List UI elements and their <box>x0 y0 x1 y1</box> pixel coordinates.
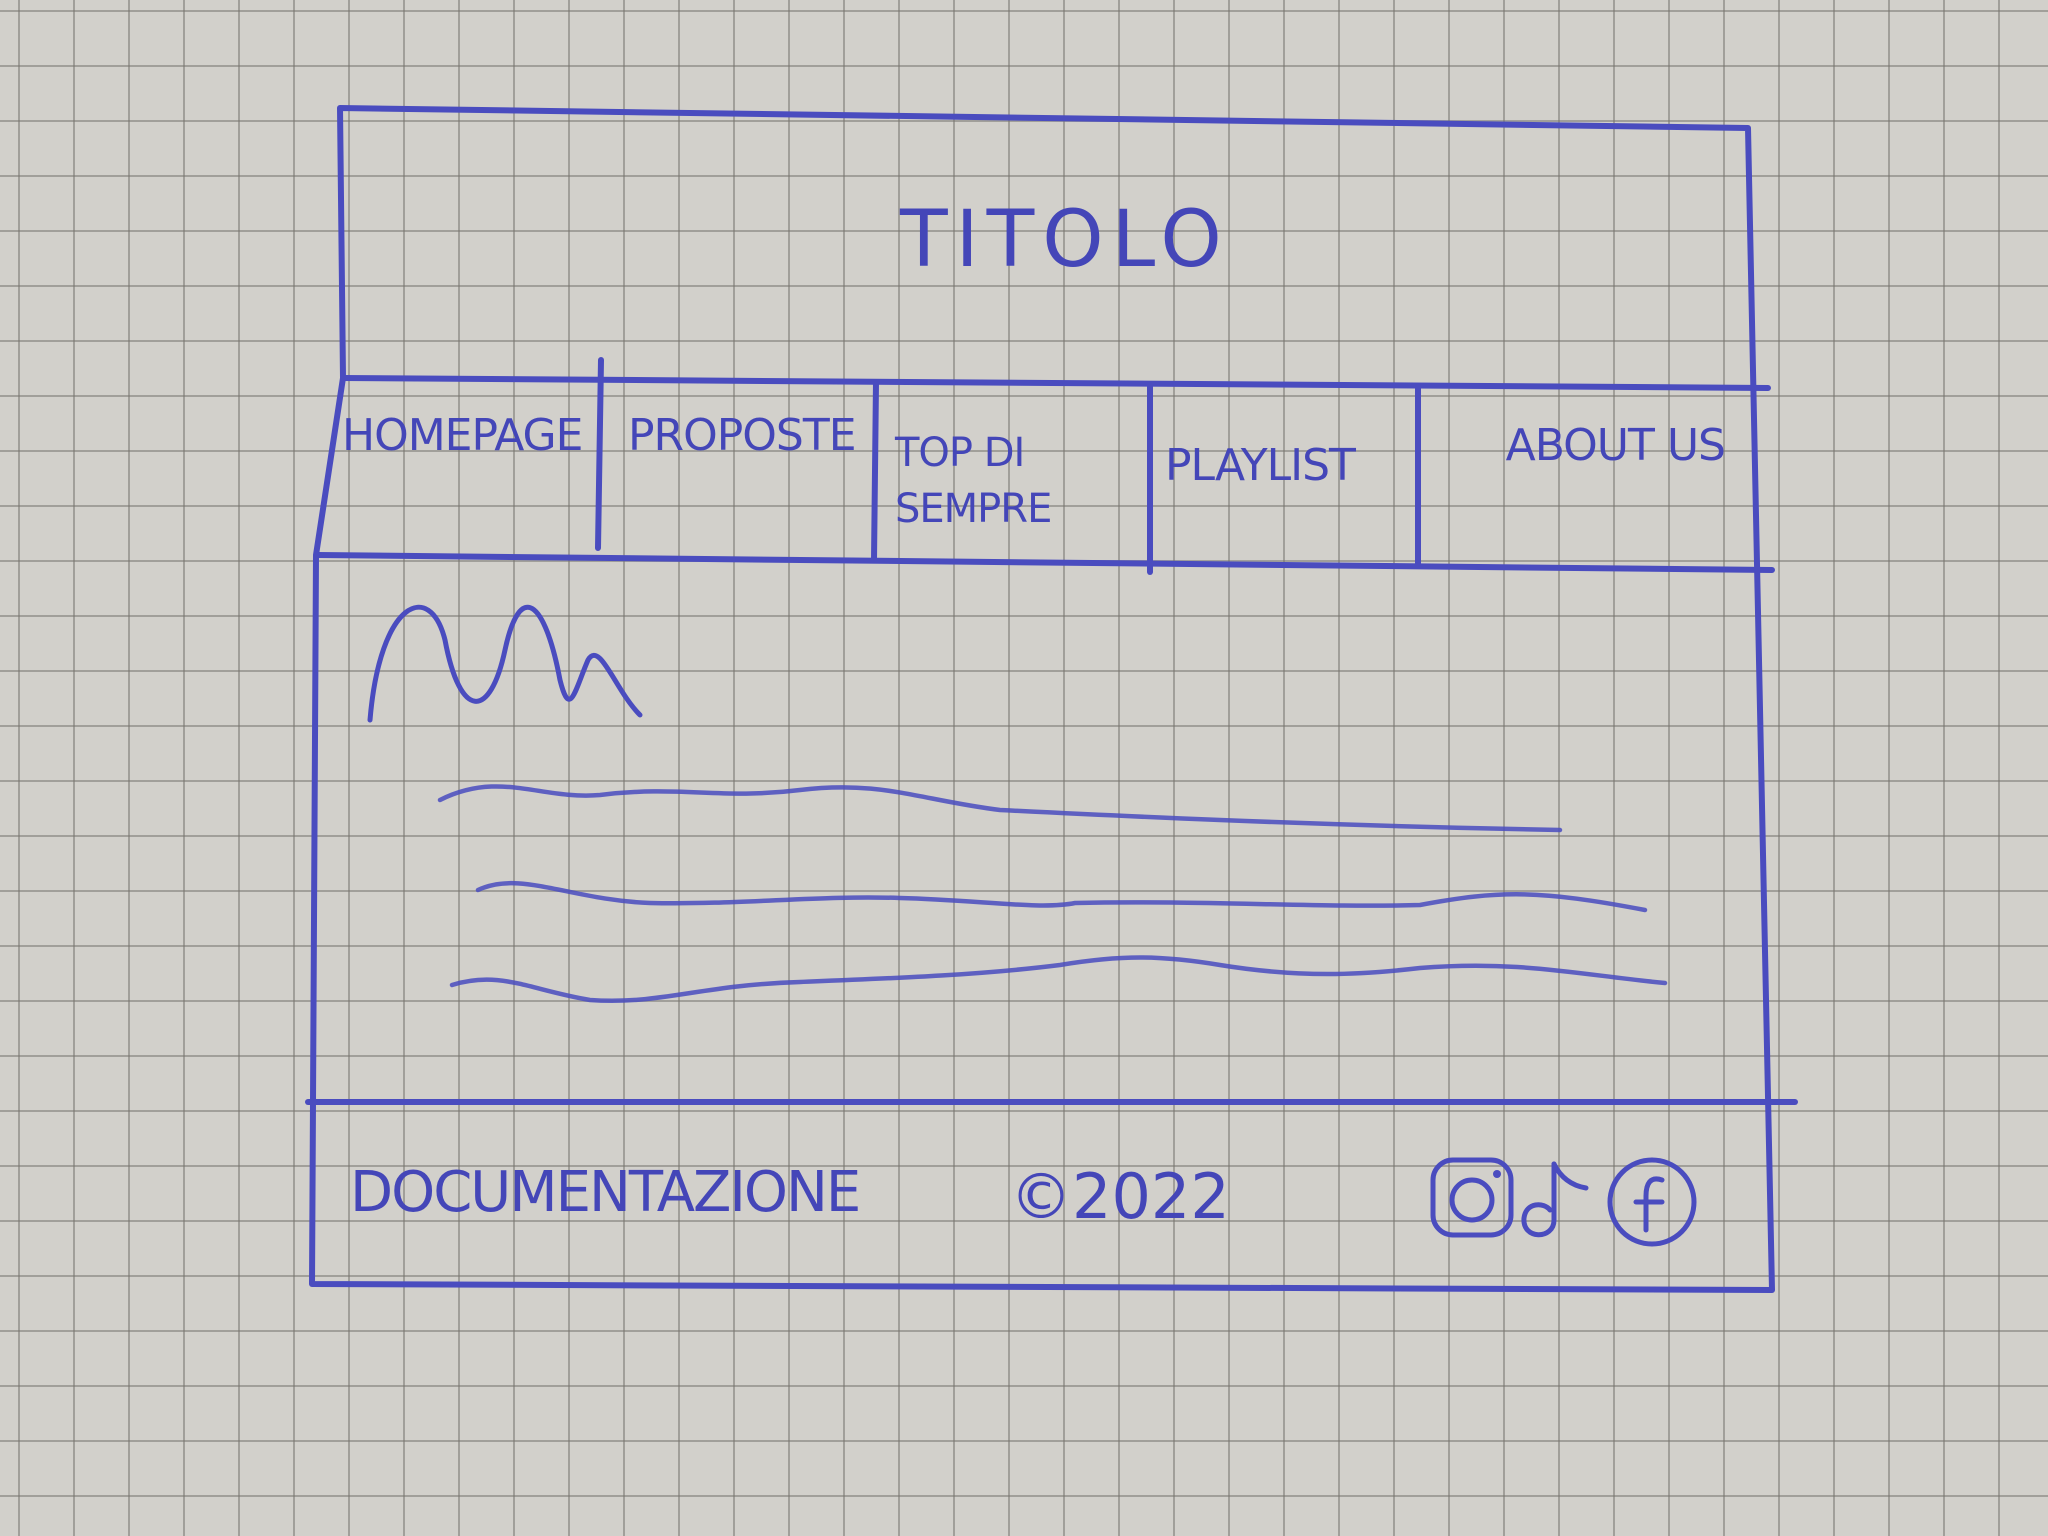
content-text-line <box>449 955 1668 1004</box>
nav-item-about-us[interactable]: ABOUT US <box>1505 420 1726 471</box>
footer-copyright: ©2022 <box>1010 1160 1230 1233</box>
page-title: TITOLO <box>900 195 1230 285</box>
nav-item-homepage[interactable]: HOMEPAGE <box>342 410 583 461</box>
nav-item-top-di-sempre[interactable]: TOP DI SEMPRE <box>895 430 1052 532</box>
header-divider <box>340 375 1771 391</box>
footer-documentation-link[interactable]: DOCUMENTAZIONE <box>350 1160 861 1225</box>
tiktok-icon[interactable] <box>1512 1150 1592 1245</box>
instagram-icon[interactable] <box>1425 1150 1520 1245</box>
facebook-icon[interactable] <box>1600 1150 1705 1255</box>
content-text-line <box>475 881 1648 913</box>
nav-divider <box>315 552 1775 573</box>
nav-item-proposte[interactable]: PROPOSTE <box>628 410 857 461</box>
content-text-line <box>437 784 1563 833</box>
nav-item-playlist[interactable]: PLAYLIST <box>1165 440 1356 491</box>
content-heading-placeholder <box>367 604 643 723</box>
header-box <box>309 105 1775 1293</box>
